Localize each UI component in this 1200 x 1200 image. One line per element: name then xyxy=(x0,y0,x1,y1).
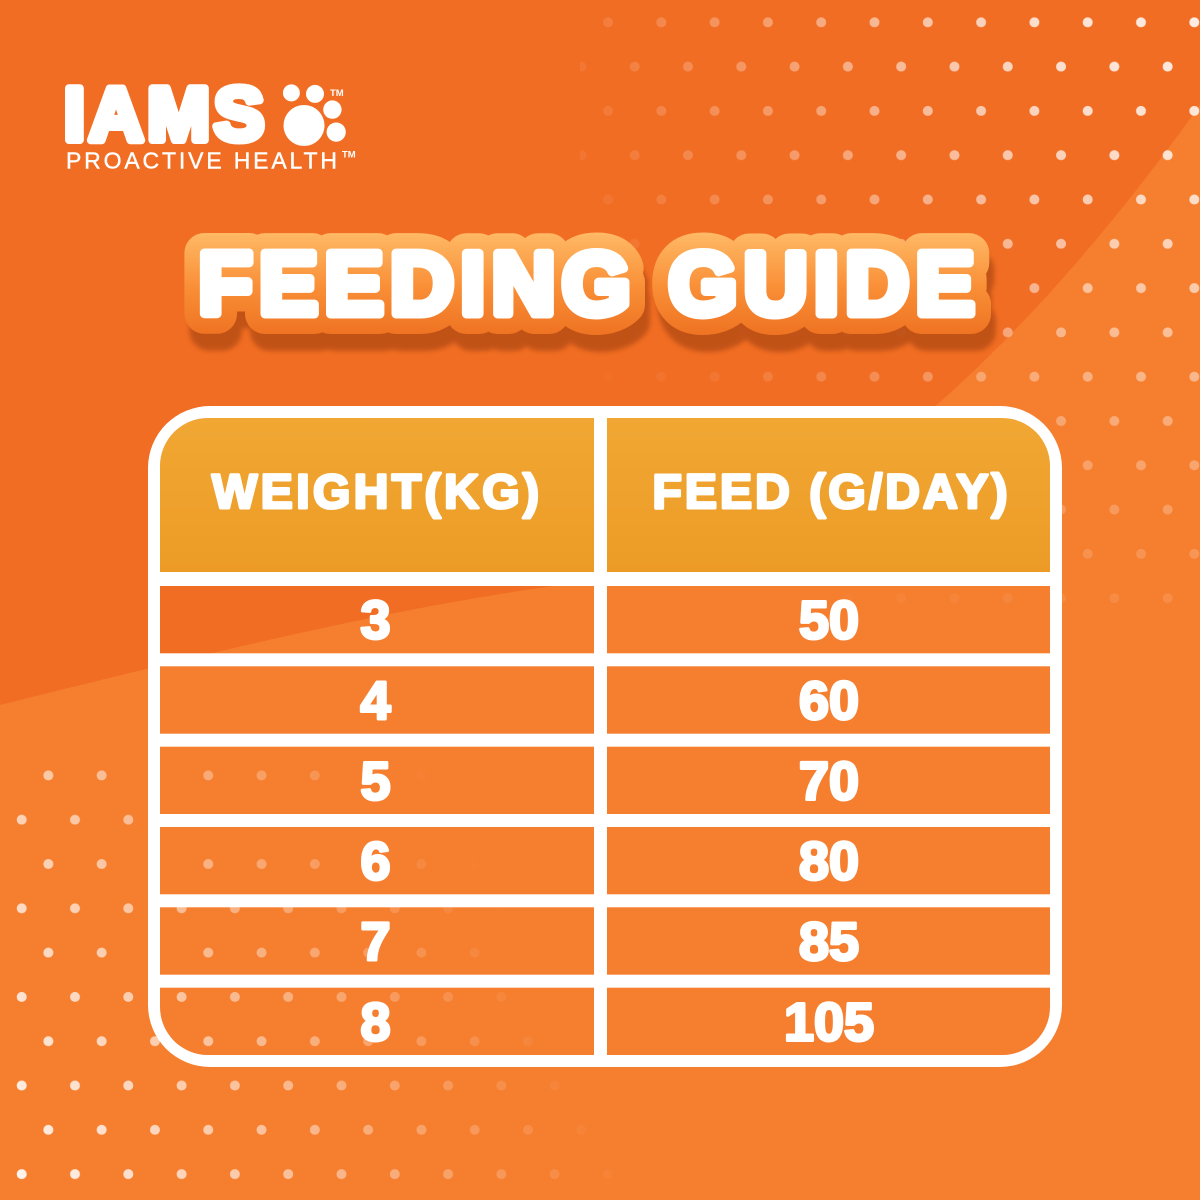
svg-text:60: 60 xyxy=(799,671,859,731)
svg-text:85: 85 xyxy=(799,912,859,972)
svg-text:80: 80 xyxy=(799,832,859,892)
svg-text:50: 50 xyxy=(799,591,859,651)
svg-text:FEEDING GUIDE: FEEDING GUIDE xyxy=(204,251,980,350)
svg-text:WEIGHT(KG): WEIGHT(KG) xyxy=(212,466,539,519)
svg-text:105: 105 xyxy=(784,992,874,1052)
svg-text:FEED (G/DAY): FEED (G/DAY) xyxy=(653,466,1008,519)
svg-text:4: 4 xyxy=(360,671,390,731)
svg-text:3: 3 xyxy=(360,591,390,651)
svg-text:PROACTIVE HEALTH: PROACTIVE HEALTH xyxy=(66,148,337,174)
svg-text:FEEDING GUIDE: FEEDING GUIDE xyxy=(199,234,975,333)
svg-text:70: 70 xyxy=(799,751,859,811)
svg-text:IAMS: IAMS xyxy=(64,72,264,156)
svg-text:FEEDING GUIDE: FEEDING GUIDE xyxy=(199,234,975,333)
svg-text:TM: TM xyxy=(330,88,344,99)
svg-text:TM: TM xyxy=(342,150,356,161)
